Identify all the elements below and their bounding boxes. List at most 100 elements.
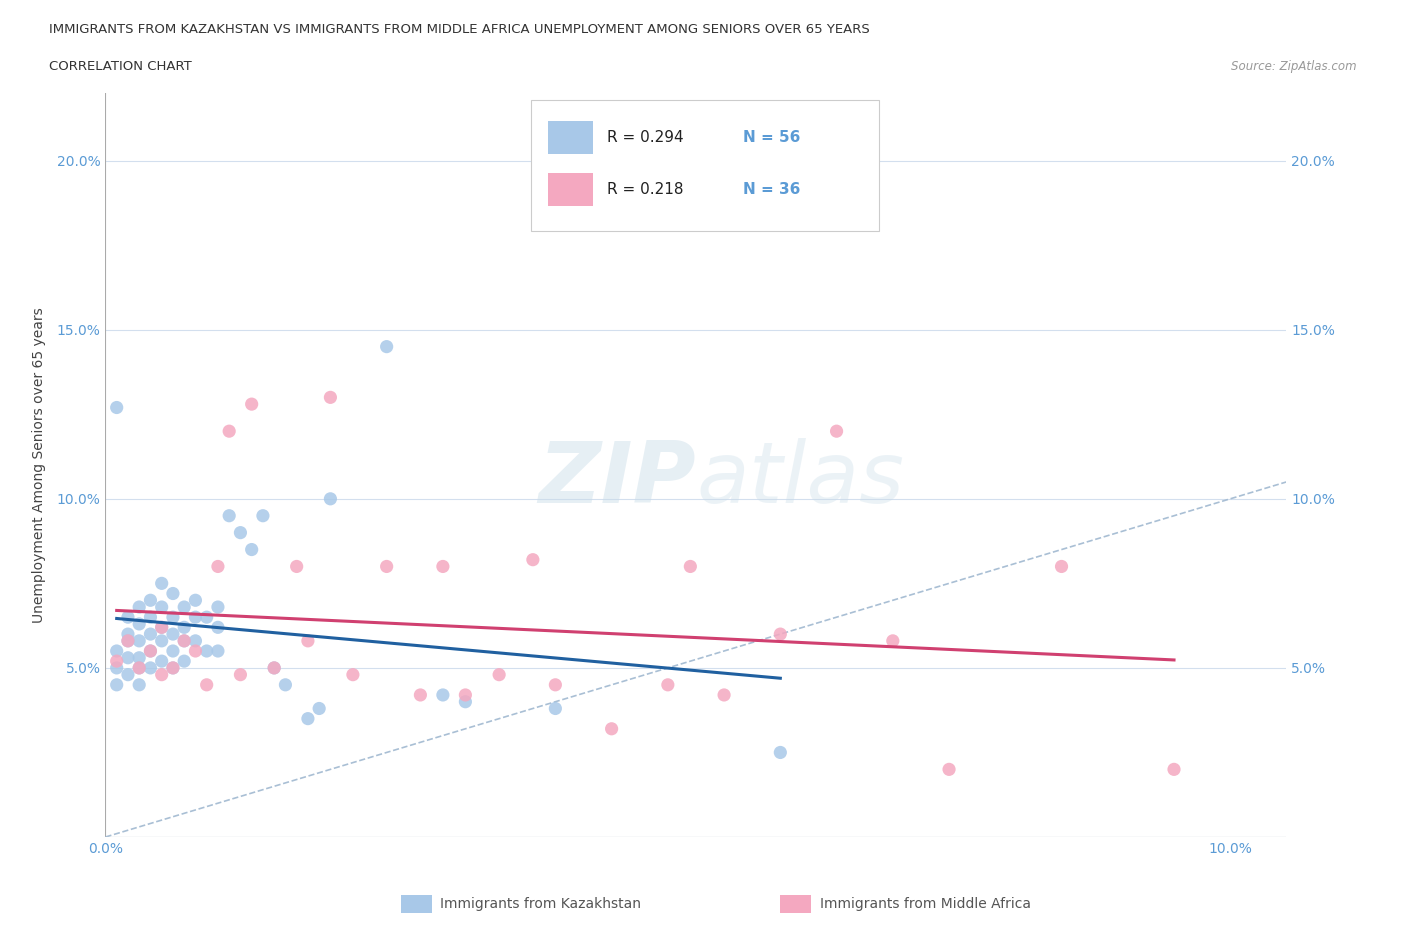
Point	[150, 620, 173, 635]
Point	[207, 644, 229, 658]
Point	[139, 660, 162, 675]
Point	[769, 745, 792, 760]
Point	[184, 610, 207, 625]
Text: N = 56: N = 56	[744, 130, 800, 145]
Point	[825, 424, 848, 439]
Text: IMMIGRANTS FROM KAZAKHSTAN VS IMMIGRANTS FROM MIDDLE AFRICA UNEMPLOYMENT AMONG S: IMMIGRANTS FROM KAZAKHSTAN VS IMMIGRANTS…	[49, 23, 870, 36]
Y-axis label: Unemployment Among Seniors over 65 years: Unemployment Among Seniors over 65 years	[31, 307, 45, 623]
Point	[263, 660, 285, 675]
Point	[488, 667, 510, 682]
Point	[600, 722, 623, 737]
Point	[432, 559, 454, 574]
Point	[128, 650, 150, 665]
Point	[1163, 762, 1185, 777]
Text: CORRELATION CHART: CORRELATION CHART	[49, 60, 193, 73]
Point	[522, 552, 544, 567]
Point	[252, 509, 274, 524]
Point	[218, 509, 240, 524]
Point	[207, 600, 229, 615]
Point	[117, 610, 139, 625]
Point	[195, 677, 218, 692]
Point	[882, 633, 904, 648]
Text: ZIP: ZIP	[538, 438, 696, 522]
Point	[375, 339, 398, 354]
Point	[173, 654, 195, 669]
Point	[938, 762, 960, 777]
Point	[297, 633, 319, 648]
Point	[150, 600, 173, 615]
Point	[229, 667, 252, 682]
Point	[657, 677, 679, 692]
Point	[117, 650, 139, 665]
Point	[207, 620, 229, 635]
Text: Source: ZipAtlas.com: Source: ZipAtlas.com	[1232, 60, 1357, 73]
Point	[1050, 559, 1073, 574]
Point	[139, 644, 162, 658]
Point	[117, 627, 139, 642]
Point	[162, 660, 184, 675]
Point	[173, 600, 195, 615]
Point	[128, 617, 150, 631]
Point	[139, 592, 162, 607]
Text: N = 36: N = 36	[744, 182, 800, 197]
FancyBboxPatch shape	[530, 100, 879, 231]
Point	[150, 654, 173, 669]
Point	[117, 633, 139, 648]
Point	[319, 491, 342, 506]
Point	[162, 627, 184, 642]
Bar	[548, 173, 593, 206]
Point	[105, 400, 128, 415]
Point	[342, 667, 364, 682]
Point	[173, 620, 195, 635]
Point	[105, 660, 128, 675]
Point	[679, 559, 702, 574]
Point	[285, 559, 308, 574]
Point	[375, 559, 398, 574]
Point	[184, 592, 207, 607]
Point	[184, 644, 207, 658]
Point	[195, 644, 218, 658]
Point	[162, 644, 184, 658]
Point	[454, 687, 477, 702]
Bar	[548, 121, 593, 154]
Point	[218, 424, 240, 439]
Point	[713, 687, 735, 702]
Point	[128, 660, 150, 675]
Point	[117, 633, 139, 648]
Point	[240, 542, 263, 557]
Point	[150, 667, 173, 682]
Point	[769, 627, 792, 642]
Point	[544, 677, 567, 692]
Point	[184, 633, 207, 648]
Point	[263, 660, 285, 675]
Point	[308, 701, 330, 716]
Point	[105, 677, 128, 692]
Text: R = 0.294: R = 0.294	[607, 130, 683, 145]
Point	[162, 586, 184, 601]
Text: Immigrants from Kazakhstan: Immigrants from Kazakhstan	[440, 897, 641, 911]
Point	[139, 644, 162, 658]
Point	[128, 660, 150, 675]
Point	[139, 610, 162, 625]
Point	[297, 711, 319, 726]
Point	[105, 644, 128, 658]
Text: atlas: atlas	[696, 438, 904, 522]
Point	[432, 687, 454, 702]
Point	[173, 633, 195, 648]
Point	[117, 667, 139, 682]
Point	[195, 610, 218, 625]
Point	[319, 390, 342, 405]
Point	[162, 660, 184, 675]
Point	[409, 687, 432, 702]
Point	[128, 600, 150, 615]
Text: R = 0.218: R = 0.218	[607, 182, 683, 197]
Point	[105, 654, 128, 669]
Point	[274, 677, 297, 692]
Point	[128, 677, 150, 692]
Point	[229, 525, 252, 540]
Point	[207, 559, 229, 574]
Point	[139, 627, 162, 642]
Point	[150, 620, 173, 635]
Point	[240, 397, 263, 412]
Point	[544, 701, 567, 716]
